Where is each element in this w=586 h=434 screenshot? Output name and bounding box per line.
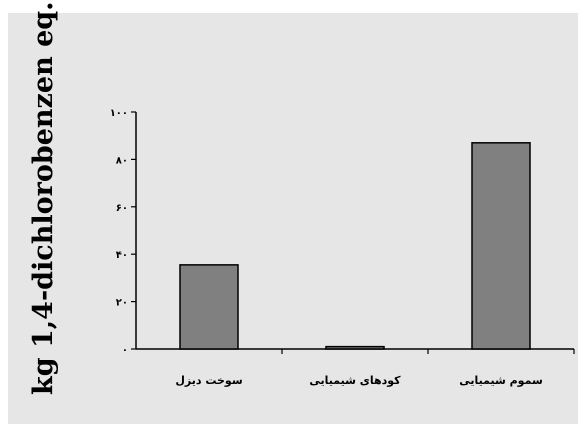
x-category-labels: سوخت دیزل کودهای شیمیایی سموم شیمیایی [175,374,542,387]
y-tick-label: ۰ [122,345,128,356]
y-tick-label: ۶۰ [116,203,128,214]
x-category-label: کودهای شیمیایی [309,374,401,387]
bar [471,142,531,350]
bar [179,264,239,350]
y-axis-label: kg 1,4-dichlorobenzen eq. [28,1,59,395]
y-tick-label: ۸۰ [116,155,128,166]
bar [325,345,385,350]
chart-bars [179,142,531,350]
x-category-label: سوخت دیزل [175,374,242,387]
y-tick-label: ۲۰ [116,298,128,309]
y-tick-label: ۱۰۰ [110,108,128,119]
y-ticks: ۰ ۲۰ ۴۰ ۶۰ ۸۰ ۱۰۰ [110,108,136,356]
y-tick-label: ۴۰ [116,250,128,261]
x-category-label: سموم شیمیایی [459,374,543,387]
